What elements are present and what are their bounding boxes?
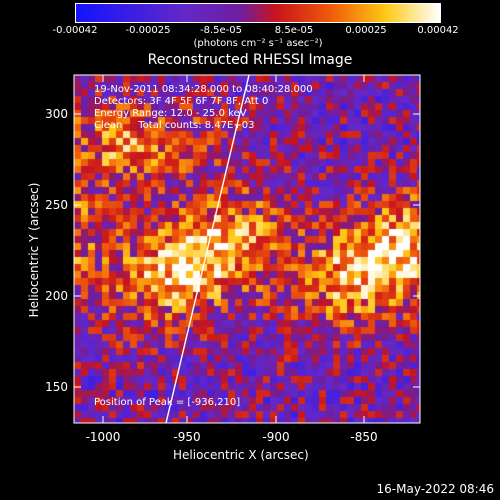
y-tick-label: 300	[45, 107, 68, 121]
colorbar-tick: 8.5e-05	[274, 25, 314, 36]
colorbar-tick: -8.5e-05	[200, 25, 242, 36]
x-tick-label: -900	[262, 430, 290, 444]
rhessi-image	[74, 75, 420, 423]
colorbar-tick: -0.00042	[52, 25, 98, 36]
colorbar-tick: -0.00025	[125, 25, 171, 36]
colorbar	[75, 3, 441, 23]
annotation-detectors: Detectors: 3F 4F 5F 6F 7F 8F, Att 0	[94, 96, 269, 107]
colorbar-tick: 0.00042	[417, 25, 459, 36]
plot-title: Reconstructed RHESSI Image	[147, 52, 353, 68]
x-tick-label: -1000	[85, 430, 121, 444]
x-tick-label: -850	[350, 430, 378, 444]
annotation-clean: Clean Total counts: 8.47E+03	[94, 120, 255, 131]
y-axis-label: Heliocentric Y (arcsec)	[27, 182, 41, 318]
solar-limb-line	[165, 74, 250, 424]
annotation-time: 19-Nov-2011 08:34:28.000 to 08:40:28.000	[94, 84, 313, 95]
footer-timestamp: 16-May-2022 08:46	[376, 482, 494, 496]
x-tick-label: -950	[173, 430, 201, 444]
colorbar-tick: 0.00025	[345, 25, 387, 36]
y-tick-label: 250	[45, 198, 68, 212]
y-tick-label: 200	[45, 289, 68, 303]
annotation-energy: Energy Range: 12.0 - 25.0 keV	[94, 108, 247, 119]
x-axis-label: Heliocentric X (arcsec)	[173, 448, 309, 462]
annotation-peak: Position of Peak = [-936,210]	[94, 397, 241, 408]
colorbar-unit-label: (photons cm⁻² s⁻¹ asec⁻²)	[193, 38, 323, 49]
y-tick-label: 150	[45, 380, 68, 394]
